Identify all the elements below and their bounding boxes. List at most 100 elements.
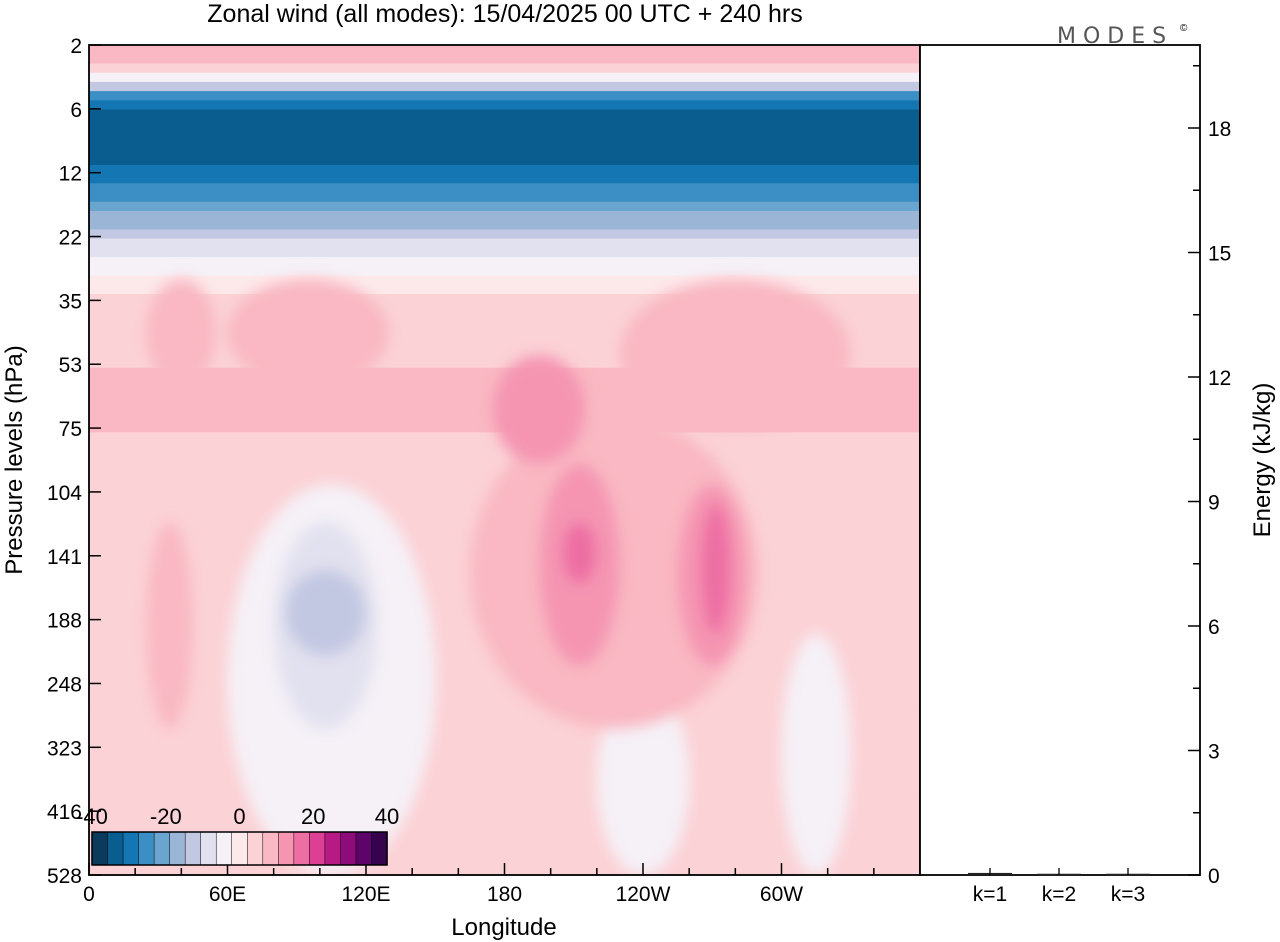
heatmap-x-tick-label: 0 [83, 883, 95, 906]
heatmap-y-tick-label: 104 [47, 482, 82, 505]
heatmap-y-tick-label: 12 [59, 163, 82, 186]
heatmap-band [89, 100, 920, 111]
heatmap-x-tick-label: 60W [760, 883, 803, 906]
heatmap-y-tick-label: 248 [47, 673, 82, 696]
heatmap-band [89, 238, 920, 249]
energy-frame [919, 44, 1201, 876]
heatmap-band [89, 91, 920, 101]
energy-panel: 0 3 6 9 12 15 18 k=1 k=2 k=3 Energy (kJ/kg) [919, 44, 1276, 906]
heatmap-band [89, 460, 920, 470]
colorbar-cell [324, 831, 342, 866]
heatmap-band [89, 109, 920, 120]
logo-mark: © [1180, 23, 1188, 34]
colorbar-cell [293, 831, 311, 866]
heatmap-band [89, 257, 920, 267]
energy-y-tick-label: 6 [1208, 616, 1220, 639]
colorbar-cell [278, 831, 295, 866]
heatmap-band [89, 128, 920, 138]
chart-title: Zonal wind (all modes): 15/04/2025 00 UT… [207, 0, 802, 28]
heatmap-band [89, 164, 920, 175]
colorbar-labels: -40 -20 0 20 40 [76, 804, 399, 829]
colorbar-frame [91, 831, 388, 866]
energy-x-label: k=3 [1111, 883, 1145, 906]
colorbar-cell [247, 831, 264, 866]
heatmap-band [89, 275, 920, 286]
heatmap-band [89, 284, 920, 295]
heatmap-band [89, 247, 920, 258]
colorbar-cell [355, 831, 373, 866]
heatmap-band [89, 321, 920, 332]
heatmap-region [562, 522, 597, 584]
heatmap-region [492, 355, 586, 464]
heatmap-band [89, 303, 920, 314]
heatmap-band [89, 367, 920, 378]
energy-y-tick-label: 12 [1208, 367, 1231, 390]
heatmap-band [89, 220, 920, 231]
heatmap-x-tick-label: 60E [209, 883, 246, 906]
heatmap-band [89, 201, 920, 212]
heatmap-y-tick-label: 2 [70, 35, 82, 58]
colorbar-cell [340, 831, 357, 866]
heatmap-y-tick-label: 528 [47, 865, 82, 888]
colorbar-cells [91, 831, 388, 866]
heatmap-band [89, 137, 920, 148]
heatmap-region [227, 279, 390, 387]
colorbar-cell [309, 831, 326, 866]
colorbar-label: -20 [150, 804, 182, 829]
colorbar-label: -40 [76, 804, 108, 829]
energy-bars [968, 868, 1150, 876]
heatmap-y-tick-label: 141 [47, 546, 82, 569]
colorbar-cell [122, 831, 140, 866]
heatmap-band [89, 174, 920, 184]
heatmap-region [700, 503, 731, 634]
energy-y-tick-label: 18 [1208, 118, 1231, 141]
heatmap-band [89, 183, 920, 194]
heatmap-x-tick-label: 120W [616, 883, 671, 906]
heatmap-band [89, 441, 920, 452]
heatmap-y-tick-label: 6 [70, 99, 82, 122]
energy-y-tick-label: 9 [1208, 492, 1220, 515]
colorbar-cell [231, 831, 248, 866]
colorbar-cell [200, 831, 217, 866]
heatmap-band [89, 450, 920, 461]
energy-y-tick-label: 3 [1208, 741, 1220, 764]
heatmap-y-tick-label: 323 [47, 737, 82, 760]
colorbar-label: 0 [233, 804, 245, 829]
heatmap-band [89, 211, 920, 221]
colorbar-cell [262, 831, 279, 866]
colorbar-cell [215, 831, 233, 866]
heatmap-band [89, 294, 920, 304]
heatmap-band [89, 229, 920, 240]
heatmap-y-axis-label: Pressure levels (hPa) [1, 345, 28, 574]
heatmap-y-tick-label: 416 [47, 801, 82, 824]
heatmap-y-tick-label: 35 [59, 290, 82, 313]
heatmap-band [89, 192, 920, 203]
energy-x-labels: k=1 k=2 k=3 [973, 883, 1145, 906]
colorbar-label: 40 [375, 804, 399, 829]
heatmap-band [89, 54, 920, 65]
energy-x-label: k=2 [1042, 883, 1076, 906]
heatmap-region [285, 569, 366, 656]
heatmap-y-tick-label: 188 [47, 610, 82, 633]
colorbar-cell [107, 831, 124, 866]
heatmap-region [596, 685, 690, 875]
heatmap-region [781, 633, 851, 875]
colorbar-cell [184, 831, 202, 866]
energy-y-axis-label: Energy (kJ/kg) [1249, 383, 1276, 538]
heatmap-band [89, 330, 920, 341]
heatmap-band [89, 266, 920, 277]
heatmap-band [89, 349, 920, 360]
heatmap-band [89, 155, 920, 166]
colorbar: -40 -20 0 20 40 [76, 804, 399, 866]
heatmap-x-axis-label: Longitude [451, 914, 556, 941]
colorbar-cell [91, 831, 109, 866]
heatmap-regions [89, 279, 920, 875]
heatmap-band [89, 45, 920, 55]
heatmap-y-tick-label: 53 [59, 354, 82, 377]
heatmap-y-ticks: 2 6 12 22 35 53 75 104 141 188 248 323 416 528 [47, 35, 101, 888]
heatmap-y-tick-label: 22 [59, 227, 82, 250]
heatmap-x-tick-label: 180 [487, 883, 522, 906]
energy-x-label: k=1 [973, 883, 1007, 906]
heatmap-band [89, 118, 920, 129]
